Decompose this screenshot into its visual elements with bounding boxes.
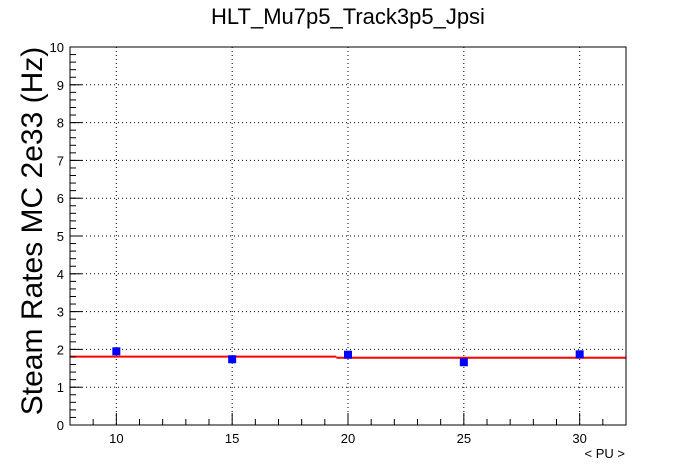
y-tick-label: 5 — [57, 229, 64, 244]
y-tick-label: 1 — [57, 380, 64, 395]
x-tick-label: 15 — [225, 431, 239, 446]
x-tick-label: 10 — [109, 431, 123, 446]
grid — [70, 47, 626, 425]
x-tick-label: 30 — [572, 431, 586, 446]
x-tick-label: 20 — [341, 431, 355, 446]
data-point — [575, 350, 584, 359]
y-axis-label: Steam Rates MC 2e33 (Hz) — [16, 47, 49, 415]
data-point — [344, 350, 352, 359]
y-tick-label: 10 — [50, 40, 64, 55]
y-tick-label: 6 — [57, 191, 64, 206]
y-tick-label: 2 — [57, 342, 64, 357]
y-tick-label: 7 — [57, 153, 64, 168]
axis-ticks — [69, 46, 627, 426]
y-tick-labels: 0 1 2 3 4 5 6 7 8 9 10 — [50, 40, 64, 433]
y-tick-label: 0 — [57, 418, 64, 433]
data-point — [228, 355, 237, 364]
y-tick-label: 8 — [57, 116, 64, 131]
data-point — [459, 358, 468, 367]
x-tick-label: 25 — [457, 431, 471, 446]
data-point — [112, 347, 121, 356]
chart-title: HLT_Mu7p5_Track3p5_Jpsi — [211, 4, 485, 29]
x-axis-label: < PU > — [585, 446, 625, 461]
data-points — [112, 347, 584, 367]
x-tick-labels: 10 15 20 25 30 — [109, 431, 587, 446]
y-tick-label: 3 — [57, 305, 64, 320]
y-tick-label: 9 — [57, 78, 64, 93]
y-tick-label: 4 — [57, 267, 64, 282]
